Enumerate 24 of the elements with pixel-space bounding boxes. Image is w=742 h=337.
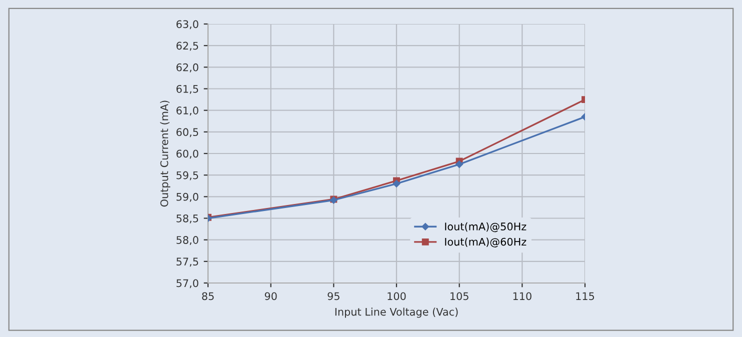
y-tick-label: 59,0 [176,192,198,202]
y-tick-label: 61,0 [176,106,198,116]
y-tick-label: 60,0 [176,150,198,159]
x-tick-label: 115 [576,292,594,300]
x-tick-label: 85 [202,292,214,300]
y-tick-label: 59,5 [176,171,198,180]
x-tick-label: 95 [328,292,340,300]
y-axis-title: Output Current (mA) [160,100,170,207]
y-tick-label: 60,5 [176,128,198,138]
y-tick-label: 57,5 [176,258,198,267]
y-tick-label: 61,5 [176,84,198,94]
y-tick-label: 57,0 [176,279,198,288]
y-tick-label: 58,0 [176,236,198,245]
y-tick-label: 62,5 [176,42,198,51]
y-tick-label: 58,5 [176,214,198,224]
x-tick-label: 100 [388,292,406,300]
legend-label: Iout(mA)@50Hz [445,222,526,232]
legend-label: Iout(mA)@60Hz [445,238,526,248]
x-tick-label: 90 [264,292,277,300]
y-tick-label: 62,0 [176,63,198,72]
x-tick-label: 110 [513,292,532,300]
x-axis-title: Input Line Voltage (Vac) [335,308,458,318]
x-tick-label: 105 [450,292,468,300]
y-tick-label: 63,0 [176,20,198,30]
